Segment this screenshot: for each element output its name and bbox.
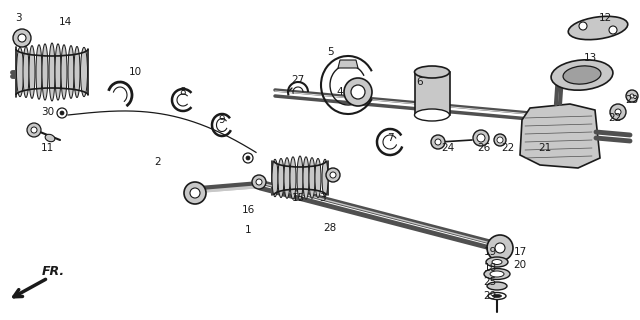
Ellipse shape — [415, 66, 449, 78]
Text: 19: 19 — [483, 247, 497, 257]
Text: 28: 28 — [323, 223, 337, 233]
Text: 27: 27 — [291, 75, 305, 85]
Ellipse shape — [17, 47, 24, 97]
Circle shape — [610, 104, 626, 120]
Text: 2: 2 — [155, 157, 161, 167]
Ellipse shape — [61, 45, 67, 99]
Circle shape — [246, 156, 250, 160]
Text: 7: 7 — [387, 133, 394, 143]
Ellipse shape — [45, 134, 55, 142]
Ellipse shape — [55, 44, 61, 100]
Text: 25: 25 — [483, 277, 497, 287]
Text: 22: 22 — [501, 143, 515, 153]
Text: 3: 3 — [319, 193, 325, 203]
Ellipse shape — [484, 268, 510, 279]
Circle shape — [344, 78, 372, 106]
Ellipse shape — [490, 271, 504, 277]
Ellipse shape — [29, 46, 35, 98]
Ellipse shape — [322, 159, 328, 197]
Circle shape — [477, 134, 485, 142]
Ellipse shape — [49, 43, 55, 101]
Polygon shape — [520, 104, 600, 168]
Ellipse shape — [486, 257, 508, 267]
Ellipse shape — [284, 158, 290, 198]
Text: 9: 9 — [219, 115, 225, 125]
Circle shape — [184, 182, 206, 204]
Text: 22: 22 — [609, 113, 621, 123]
Circle shape — [27, 123, 41, 137]
Ellipse shape — [297, 156, 303, 200]
Text: 16: 16 — [241, 205, 255, 215]
Circle shape — [495, 243, 505, 253]
Text: FR.: FR. — [42, 265, 65, 278]
Ellipse shape — [23, 46, 29, 98]
Ellipse shape — [278, 158, 284, 197]
Ellipse shape — [415, 109, 449, 121]
Circle shape — [473, 130, 489, 146]
Ellipse shape — [303, 157, 309, 199]
Text: 6: 6 — [417, 77, 423, 87]
Circle shape — [18, 34, 26, 42]
Circle shape — [615, 109, 621, 115]
Polygon shape — [338, 60, 358, 68]
Circle shape — [256, 179, 262, 185]
Ellipse shape — [309, 158, 315, 198]
Text: 26: 26 — [477, 143, 491, 153]
Circle shape — [326, 168, 340, 182]
Text: 5: 5 — [326, 47, 333, 57]
Ellipse shape — [315, 158, 321, 197]
Text: 12: 12 — [598, 13, 612, 23]
Circle shape — [243, 153, 253, 163]
Circle shape — [13, 29, 31, 47]
Text: 23: 23 — [625, 95, 639, 105]
Ellipse shape — [487, 282, 507, 290]
Ellipse shape — [551, 60, 613, 90]
Circle shape — [497, 137, 503, 143]
Circle shape — [630, 94, 634, 98]
Ellipse shape — [488, 292, 506, 300]
Text: 3: 3 — [15, 13, 21, 23]
Text: 1: 1 — [244, 225, 252, 235]
Text: 10: 10 — [129, 67, 141, 77]
Circle shape — [609, 26, 617, 34]
Circle shape — [31, 127, 37, 133]
Circle shape — [60, 111, 64, 115]
Ellipse shape — [74, 46, 80, 98]
Circle shape — [579, 22, 587, 30]
Text: 14: 14 — [58, 17, 72, 27]
Ellipse shape — [568, 16, 628, 40]
Text: 18: 18 — [483, 263, 497, 273]
Ellipse shape — [290, 157, 296, 199]
Text: 24: 24 — [442, 143, 454, 153]
Circle shape — [431, 135, 445, 149]
Text: 21: 21 — [538, 143, 552, 153]
Circle shape — [190, 188, 200, 198]
Ellipse shape — [36, 45, 42, 99]
Circle shape — [252, 175, 266, 189]
Ellipse shape — [81, 47, 88, 97]
Text: 8: 8 — [180, 87, 186, 97]
Text: 29: 29 — [483, 291, 497, 301]
Text: 13: 13 — [584, 53, 596, 63]
Text: 15: 15 — [291, 193, 305, 203]
Ellipse shape — [493, 294, 502, 298]
Text: 11: 11 — [40, 143, 54, 153]
Ellipse shape — [42, 44, 48, 100]
Text: 4: 4 — [337, 87, 343, 97]
Text: 17: 17 — [513, 247, 527, 257]
Circle shape — [330, 172, 336, 178]
Circle shape — [626, 90, 638, 102]
Ellipse shape — [563, 66, 601, 84]
Ellipse shape — [68, 46, 74, 98]
Text: 30: 30 — [42, 107, 54, 117]
Ellipse shape — [272, 159, 278, 197]
Ellipse shape — [492, 260, 502, 265]
Circle shape — [57, 108, 67, 118]
Circle shape — [487, 235, 513, 261]
Text: 20: 20 — [513, 260, 527, 270]
Polygon shape — [415, 72, 450, 115]
Circle shape — [435, 139, 441, 145]
Circle shape — [494, 134, 506, 146]
Circle shape — [351, 85, 365, 99]
